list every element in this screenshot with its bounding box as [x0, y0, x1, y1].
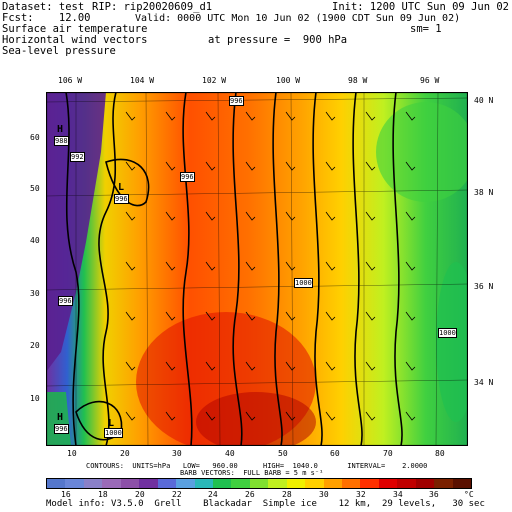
y-tick-label: 60 [30, 133, 40, 142]
high-pressure-symbol: H [57, 124, 64, 135]
valid-time-label: Valid: 0000 UTC Mon 10 Jun 02 (1900 CDT … [135, 13, 461, 24]
colorbar [46, 478, 472, 489]
lat-label: 38 N [474, 188, 494, 197]
pressure-label: 996 [180, 172, 195, 182]
hot-core-2 [196, 392, 316, 446]
x-tick-label: 30 [172, 449, 182, 458]
lon-label: 100 W [276, 76, 301, 85]
colorbar-label: 28 [282, 490, 292, 499]
green-region [376, 102, 468, 202]
lat-label: 40 N [474, 96, 494, 105]
field-temperature-label: Surface air temperature [2, 23, 148, 35]
colorbar-swatch [120, 479, 140, 488]
lon-label: 106 W [58, 76, 83, 85]
field-wind-label: Horizontal wind vectors [2, 34, 148, 46]
forecast-label: Fcst: 12.00 [2, 12, 91, 24]
y-tick-label: 20 [30, 341, 40, 350]
y-tick-label: 40 [30, 236, 40, 245]
colorbar-swatch [397, 479, 416, 488]
weather-map [46, 92, 468, 446]
colorbar-label: 24 [208, 490, 218, 499]
pressure-label: 996 [229, 96, 244, 106]
lat-label: 34 N [474, 378, 494, 387]
rip-label: RIP: rip20020609_d1 [92, 1, 213, 13]
low-pressure-symbol: L [118, 182, 125, 193]
colorbar-swatch [378, 479, 398, 488]
x-tick-label: 40 [225, 449, 235, 458]
colorbar-swatch [102, 479, 121, 488]
pressure-label: 992 [70, 152, 85, 162]
colorbar-swatch [65, 479, 84, 488]
wind-barbs [125, 111, 416, 421]
colorbar-label: 18 [98, 490, 108, 499]
green-region-2 [436, 262, 468, 422]
pressure-contours [65, 92, 403, 446]
colorbar-label: 22 [172, 490, 182, 499]
colorbar-swatch [249, 479, 269, 488]
y-tick-label: 50 [30, 184, 40, 193]
colorbar-swatch [268, 479, 287, 488]
barbs-info: BARB VECTORS: FULL BARB = 5 m s⁻¹ [180, 469, 324, 477]
colorbar-swatch [83, 479, 103, 488]
colorbar-swatch [286, 479, 306, 488]
colorbar-swatch [139, 479, 158, 488]
lat-lon-grid [46, 92, 468, 446]
pressure-label: 1000 [438, 328, 457, 338]
y-tick-label: 10 [30, 394, 40, 403]
colorbar-swatch [231, 479, 250, 488]
colorbar-swatch [323, 479, 342, 488]
colorbar-swatch [305, 479, 324, 488]
x-tick-label: 50 [278, 449, 288, 458]
x-tick-label: 80 [435, 449, 445, 458]
colorbar-label: 30 [319, 490, 329, 499]
high-pressure-symbol: H [57, 412, 64, 423]
dataset-label: Dataset: test [2, 1, 85, 13]
pressure-label: 1000 [104, 428, 123, 438]
colorbar-swatch [157, 479, 177, 488]
colorbar-swatch [415, 479, 435, 488]
pressure-label: 996 [58, 296, 73, 306]
colorbar-swatch [47, 479, 66, 488]
smoothing-label: sm= 1 [410, 23, 442, 35]
low-pressure-symbol: L [108, 418, 115, 429]
field-slp-label: Sea-level pressure [2, 45, 116, 57]
pressure-label: 996 [54, 424, 69, 434]
lon-label: 102 W [202, 76, 227, 85]
colorbar-label: 16 [61, 490, 71, 499]
colorbar-swatch [342, 479, 361, 488]
lon-label: 98 W [348, 76, 368, 85]
colorbar-label: 32 [356, 490, 366, 499]
x-tick-label: 10 [67, 449, 77, 458]
colorbar-swatch [360, 479, 379, 488]
init-label: Init: 1200 UTC Sun 09 Jun 02 [332, 1, 510, 13]
colorbar-unit: °C [464, 490, 474, 499]
pressure-label: 996 [114, 194, 129, 204]
y-tick-label: 30 [30, 289, 40, 298]
lon-label: 104 W [130, 76, 155, 85]
colorbar-swatch [212, 479, 232, 488]
lon-label: 96 W [420, 76, 440, 85]
pressure-label: 1000 [294, 278, 313, 288]
colorbar-label: 34 [393, 490, 403, 499]
x-tick-label: 60 [330, 449, 340, 458]
colorbar-label: 26 [245, 490, 255, 499]
colorbar-label: 36 [429, 490, 439, 499]
colorbar-swatch [452, 479, 472, 488]
colorbar-swatch [194, 479, 213, 488]
x-tick-label: 70 [383, 449, 393, 458]
pressure-level-label: at pressure = 900 hPa [208, 34, 348, 46]
model-info: Model info: V3.5.0 Grell Blackadar Simpl… [46, 499, 485, 509]
colorbar-swatch [176, 479, 195, 488]
lat-label: 36 N [474, 282, 494, 291]
colorbar-label: 20 [135, 490, 145, 499]
pressure-label: 988 [54, 136, 69, 146]
x-tick-label: 20 [120, 449, 130, 458]
colorbar-swatch [434, 479, 453, 488]
contours-info: CONTOURS: UNITS=hPa LOW= 960.00 HIGH= 10… [86, 462, 428, 470]
